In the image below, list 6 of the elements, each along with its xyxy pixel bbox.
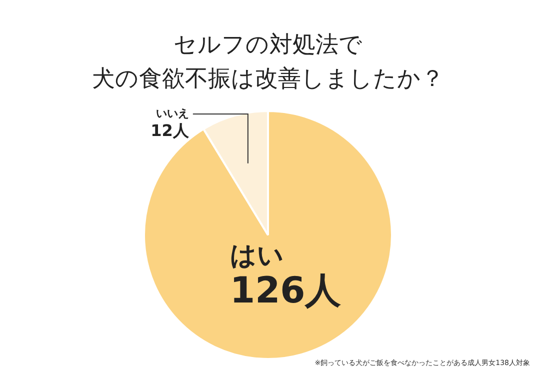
chart-subtitle: 犬の食欲不振は改善しましたか？ [91, 65, 445, 94]
data-label: 12人 [150, 121, 190, 140]
chart-title: セルフの対処法で [172, 31, 364, 60]
slice-label: はい [230, 241, 284, 272]
data-label: 126人 [230, 270, 342, 312]
slice-label: いいえ [156, 106, 189, 120]
